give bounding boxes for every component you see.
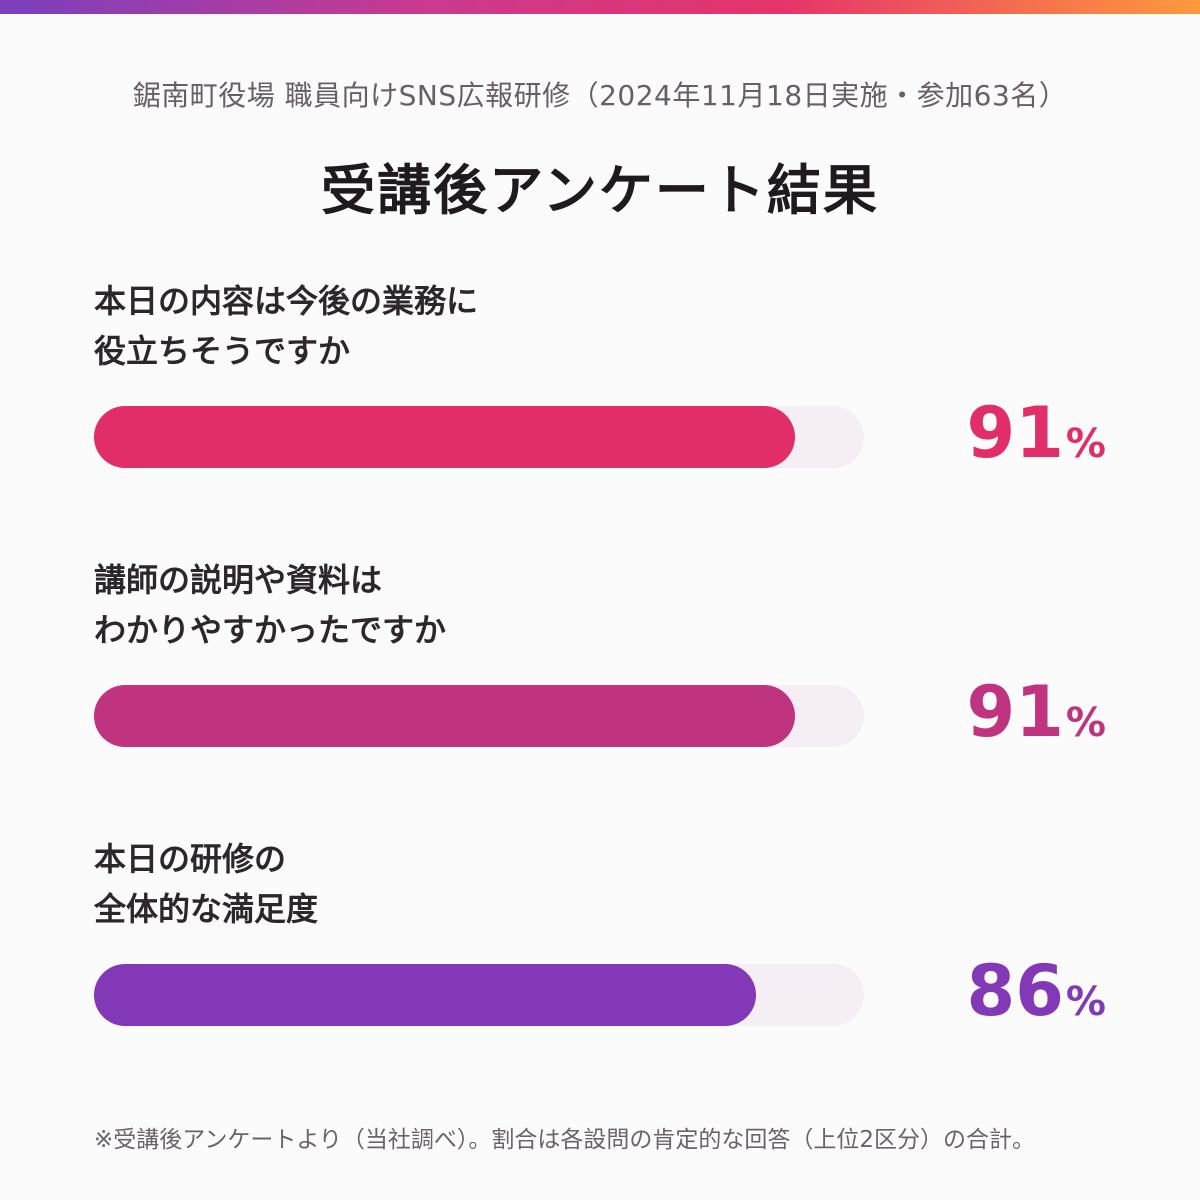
question-label: 本日の内容は今後の業務に 役立ちそうですか xyxy=(94,276,854,376)
percent-value: 91 xyxy=(966,392,1064,474)
bar-fill xyxy=(94,406,795,468)
bar-fill xyxy=(94,685,795,747)
bar-track xyxy=(94,964,864,1026)
bar-track xyxy=(94,685,864,747)
percent-label: 91 % xyxy=(967,667,1107,757)
bar-track xyxy=(94,406,864,468)
question-label: 講師の説明や資料は わかりやすかったですか xyxy=(94,555,854,655)
question-label-line: 本日の研修の xyxy=(94,840,287,878)
percent-unit: % xyxy=(1065,979,1106,1025)
percent-label: 86 % xyxy=(967,946,1107,1036)
question-row-3: 本日の研修の 全体的な満足度 86 % xyxy=(0,834,1200,1094)
question-label-line: 講師の説明や資料は xyxy=(94,561,383,599)
percent-value: 91 xyxy=(966,671,1064,753)
percent-value: 86 xyxy=(966,950,1064,1032)
footnote: ※受講後アンケートより（当社調べ）。割合は各設問の肯定的な回答（上位2区分）の合… xyxy=(94,1127,1036,1153)
question-label-line: 役立ちそうですか xyxy=(94,332,351,370)
percent-unit: % xyxy=(1065,421,1106,467)
percent-label: 91 % xyxy=(967,388,1107,478)
question-row-2: 講師の説明や資料は わかりやすかったですか 91 % xyxy=(0,555,1200,815)
question-label-line: 全体的な満足度 xyxy=(94,890,319,928)
question-row-1: 本日の内容は今後の業務に 役立ちそうですか 91 % xyxy=(0,276,1200,536)
percent-unit: % xyxy=(1065,700,1106,746)
chart-subtitle: 鋸南町役場 職員向けSNS広報研修（2024年11月18日実施・参加63名） xyxy=(132,79,1068,112)
question-label-line: 本日の内容は今後の業務に xyxy=(94,282,479,320)
question-label-line: わかりやすかったですか xyxy=(94,611,447,649)
question-label: 本日の研修の 全体的な満足度 xyxy=(94,834,854,934)
chart-title: 受講後アンケート結果 xyxy=(321,159,879,222)
bar-fill xyxy=(94,964,757,1026)
top-gradient-stripe xyxy=(0,0,1200,14)
